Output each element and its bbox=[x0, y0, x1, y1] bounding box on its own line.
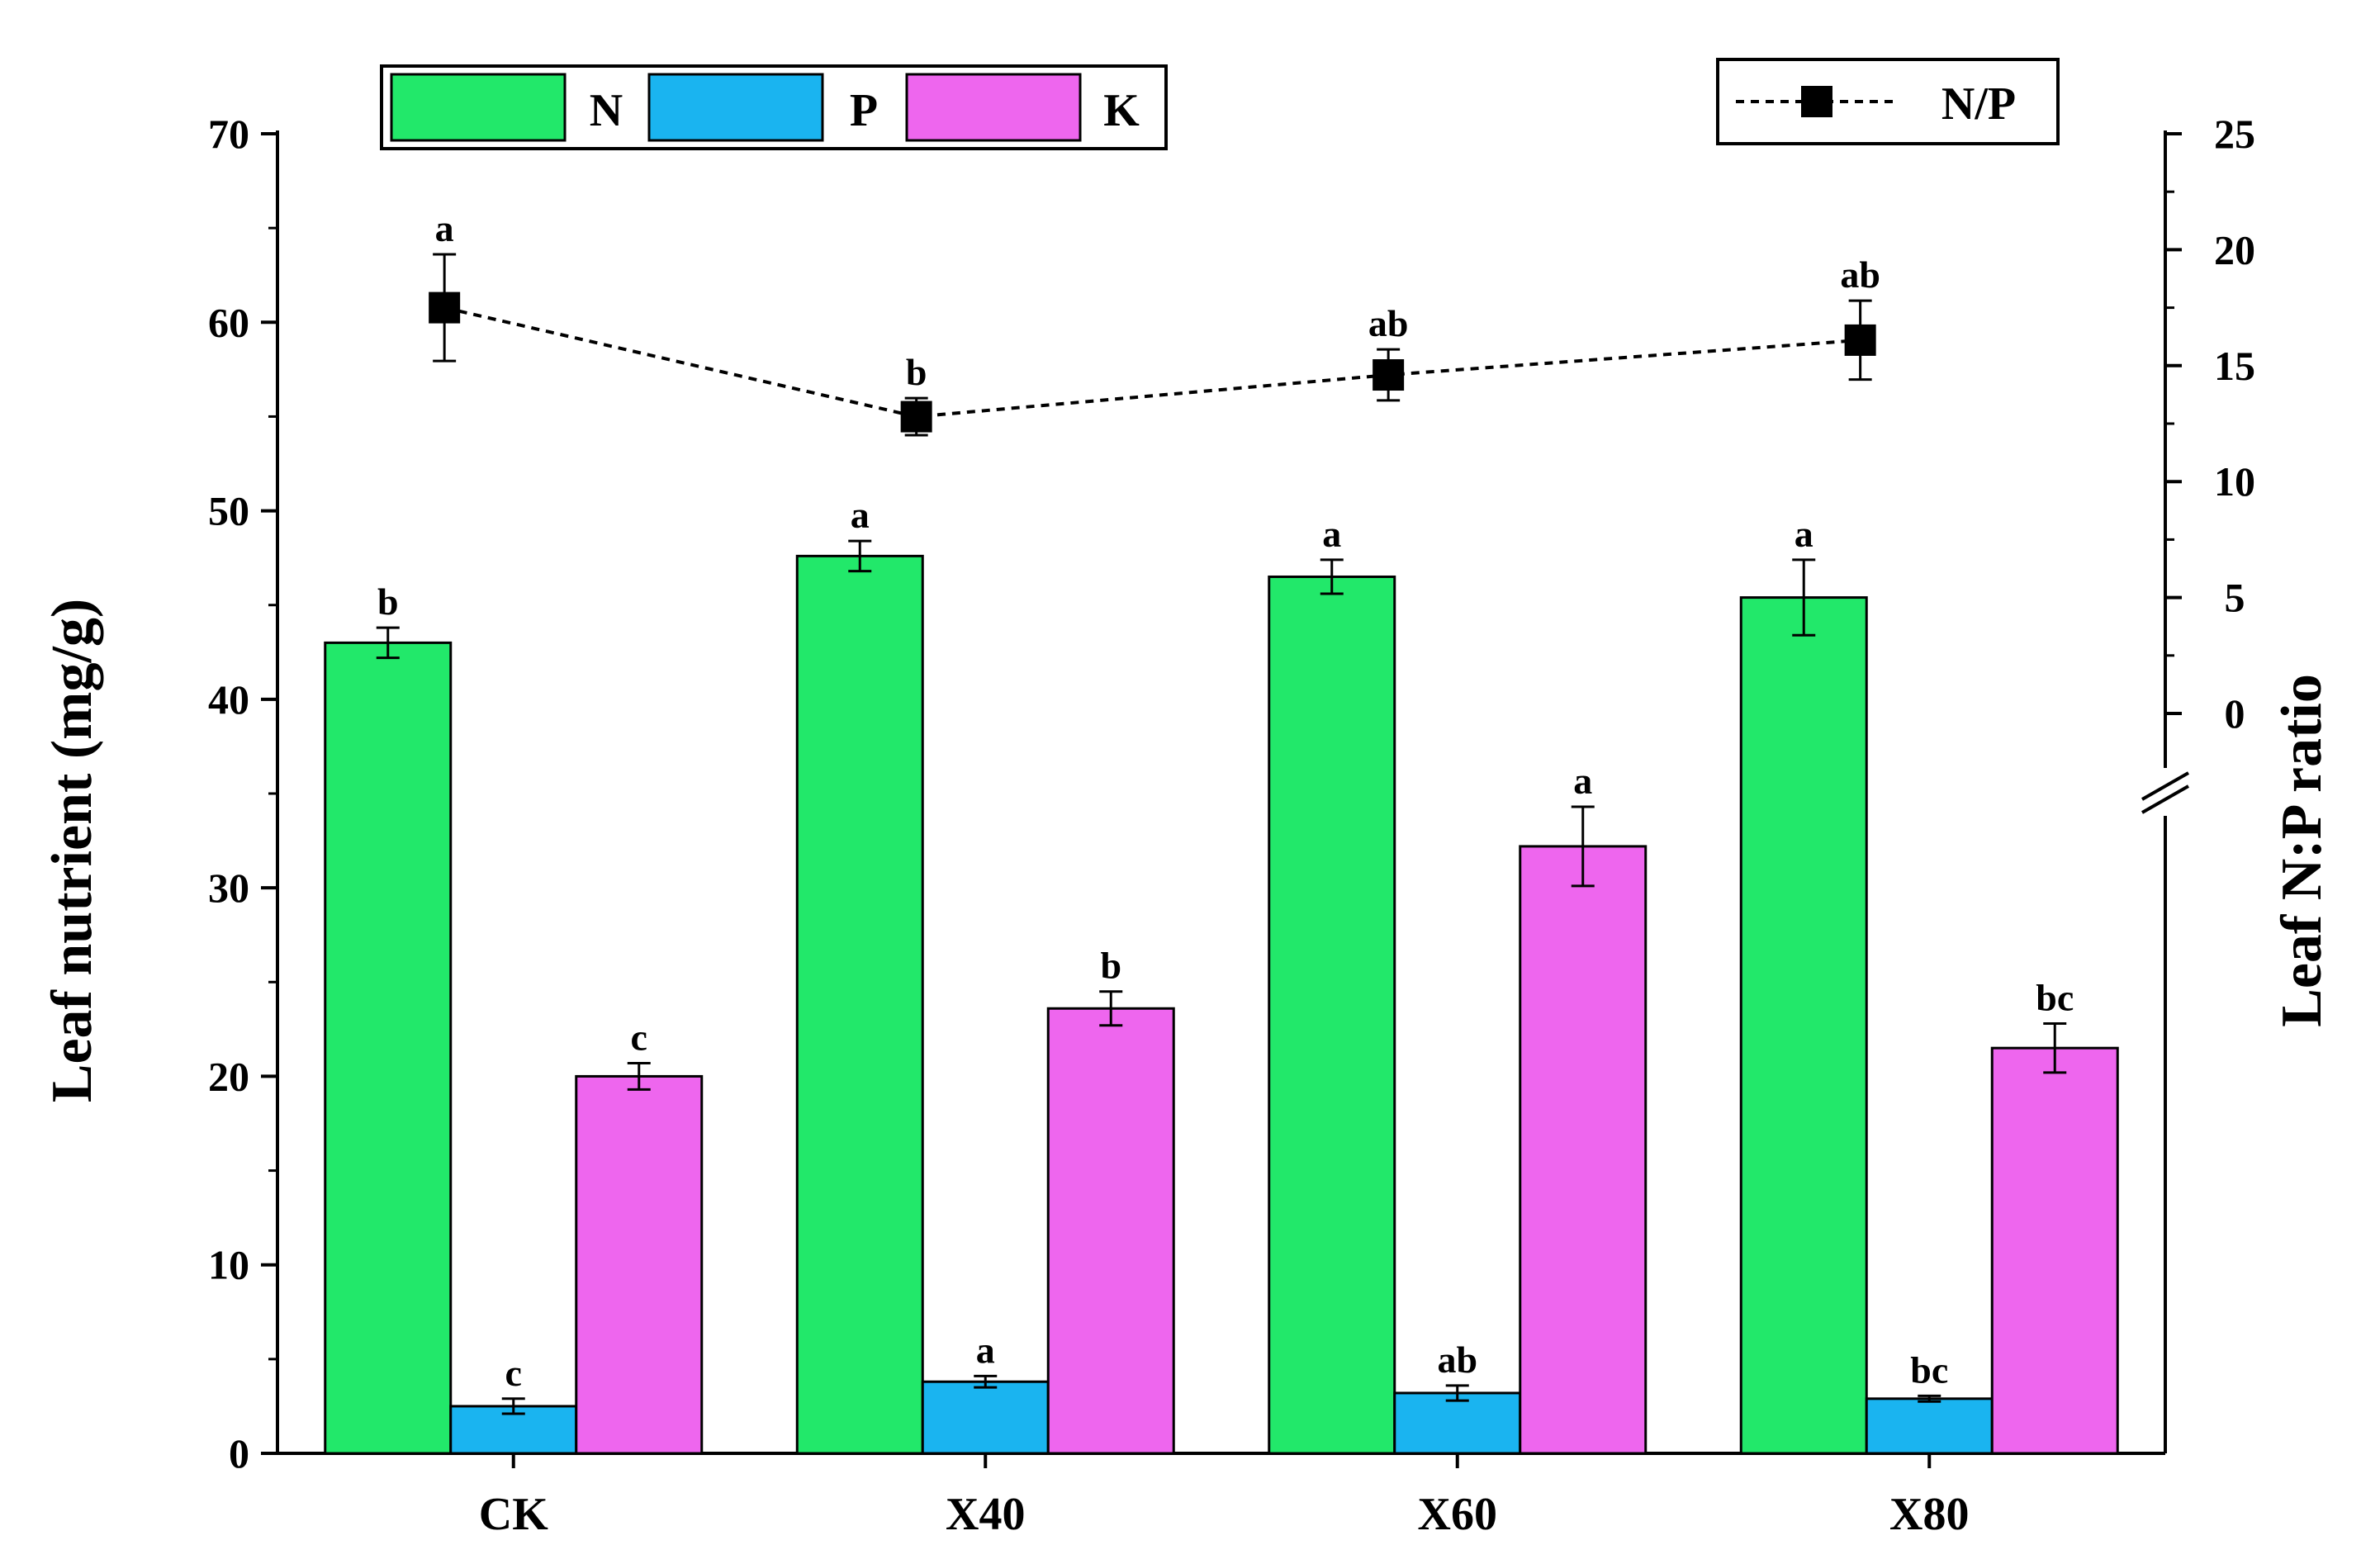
ratio-point bbox=[900, 400, 932, 433]
significance-label: a bbox=[1573, 760, 1592, 802]
significance-label: a bbox=[1322, 513, 1341, 555]
legend-swatch-n bbox=[390, 73, 567, 142]
axis-break-mark bbox=[2141, 771, 2189, 801]
y2-tick-label: 15 bbox=[2214, 343, 2255, 389]
bar-p bbox=[1865, 1397, 1994, 1455]
axis-break-mark bbox=[2141, 784, 2189, 814]
x-tick-label: X60 bbox=[1418, 1489, 1497, 1540]
significance-label: bc bbox=[2036, 977, 2074, 1019]
y-tick-label: 0 bbox=[229, 1430, 249, 1476]
y2-tick-label: 20 bbox=[2214, 226, 2255, 273]
y-tick-label: 30 bbox=[208, 865, 249, 911]
y-tick-label: 10 bbox=[208, 1242, 249, 1288]
bar-k bbox=[1990, 1046, 2119, 1455]
significance-label: c bbox=[505, 1352, 522, 1394]
bar-n bbox=[324, 641, 453, 1455]
x-tick-label: CK bbox=[479, 1489, 548, 1540]
legend-group: N P K N/P bbox=[380, 58, 2060, 150]
bar-p bbox=[1393, 1391, 1522, 1455]
bar-n bbox=[795, 554, 924, 1455]
significance-label: a bbox=[1794, 513, 1813, 555]
significance-label: bc bbox=[1910, 1348, 1948, 1391]
chart-axes: 0 10 20 30 40 50 60 70 0 5 10 15 20 25 CK X40 X60 X80 bbox=[208, 111, 2255, 1540]
significance-label: b bbox=[1100, 945, 1121, 987]
line-legend-label: N/P bbox=[1941, 78, 2016, 130]
y2-tick-label: 5 bbox=[2225, 575, 2245, 621]
bar-n bbox=[1739, 596, 1868, 1455]
ratio-significance-label: ab bbox=[1840, 254, 1880, 296]
y-tick-label: 60 bbox=[208, 299, 249, 345]
ratio-line bbox=[443, 306, 1861, 419]
x-tick-label: X80 bbox=[1889, 1489, 1969, 1540]
bar-k bbox=[1519, 845, 1648, 1455]
ratio-point bbox=[1373, 359, 1405, 391]
y2-tick-label: 10 bbox=[2214, 458, 2255, 505]
bar-n bbox=[1268, 575, 1396, 1455]
y2-tick-label: 0 bbox=[2225, 690, 2245, 737]
y2-axis-title: Leaf N:P ratio bbox=[2270, 674, 2334, 1027]
significance-label: c bbox=[631, 1016, 647, 1058]
x-tick-label: X40 bbox=[946, 1489, 1025, 1540]
line-legend-marker bbox=[1801, 86, 1832, 117]
y-tick-label: 20 bbox=[208, 1053, 249, 1099]
significance-label: a bbox=[976, 1329, 995, 1371]
legend-swatch-k bbox=[905, 73, 1082, 142]
y-axis-title: Leaf nutrient (mg/g) bbox=[40, 599, 104, 1102]
bar-p bbox=[921, 1380, 1050, 1455]
legend-label-n: N bbox=[590, 85, 623, 136]
legend-swatch-p bbox=[647, 73, 824, 142]
y2-tick-label: 25 bbox=[2214, 111, 2255, 157]
significance-label: b bbox=[377, 581, 399, 623]
ratio-significance-label: ab bbox=[1368, 302, 1409, 344]
bar-k bbox=[575, 1074, 704, 1455]
legend-label-k: K bbox=[1103, 85, 1140, 136]
legend-label-p: P bbox=[850, 85, 878, 136]
ratio-significance-label: a bbox=[435, 207, 454, 249]
significance-label: ab bbox=[1437, 1339, 1477, 1381]
y-tick-label: 50 bbox=[208, 488, 249, 534]
ratio-point bbox=[1844, 324, 1876, 356]
ratio-point bbox=[429, 291, 461, 324]
y-tick-label: 70 bbox=[208, 111, 249, 157]
bar-k bbox=[1046, 1007, 1175, 1455]
y-tick-label: 40 bbox=[208, 676, 249, 723]
ratio-significance-label: b bbox=[906, 351, 927, 393]
significance-label: a bbox=[851, 494, 870, 536]
